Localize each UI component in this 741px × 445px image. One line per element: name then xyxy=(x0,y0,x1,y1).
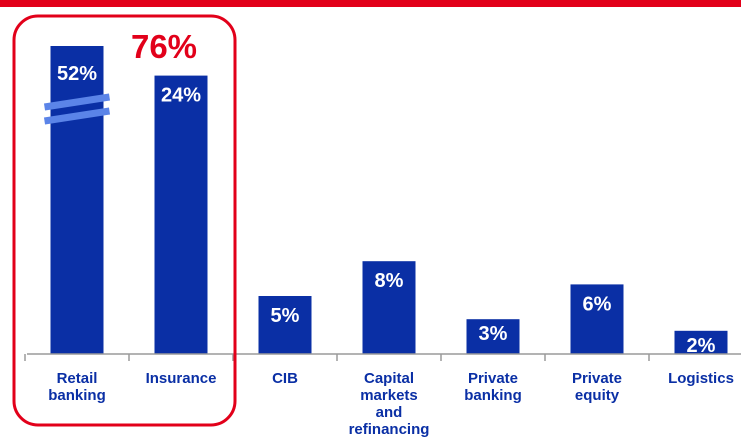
category-label-line: and xyxy=(376,404,403,421)
bar xyxy=(258,296,312,354)
top-accent-bar xyxy=(0,0,741,7)
category-label-line: Private xyxy=(572,370,622,387)
highlight-total-label: 76% xyxy=(131,28,197,65)
category-label: Logistics xyxy=(668,370,734,387)
category-label: Insurance xyxy=(146,370,217,387)
bar xyxy=(50,46,104,354)
category-label-line: banking xyxy=(48,387,106,404)
data-label: 2% xyxy=(687,335,716,357)
data-label: 3% xyxy=(479,323,508,345)
data-label: 6% xyxy=(583,293,612,315)
highlight-box xyxy=(12,14,237,427)
data-label: 5% xyxy=(271,305,300,327)
category-label: Private equity xyxy=(572,370,622,404)
bar xyxy=(466,319,520,354)
category-label: Capital markets and refinancing xyxy=(349,370,430,438)
bar xyxy=(154,75,208,354)
axis-break-mark xyxy=(43,93,111,111)
bar xyxy=(674,330,728,354)
bar xyxy=(570,284,624,354)
category-label-line: CIB xyxy=(272,370,298,387)
axis-break-mark xyxy=(43,107,111,125)
category-label: CIB xyxy=(272,370,298,387)
category-label-line: Retail xyxy=(57,370,98,387)
data-label: 8% xyxy=(375,270,404,292)
category-label-line: banking xyxy=(464,387,522,404)
category-label-line: markets xyxy=(360,387,418,404)
bar xyxy=(362,261,416,354)
category-label-line: Insurance xyxy=(146,370,217,387)
category-label-line: equity xyxy=(575,387,620,404)
category-label-line: Logistics xyxy=(668,370,734,387)
data-label: 24% xyxy=(161,85,201,107)
data-label: 52% xyxy=(57,63,97,85)
category-label-line: refinancing xyxy=(349,421,430,438)
category-label-line: Private xyxy=(468,370,518,387)
category-label-line: Capital xyxy=(364,370,414,387)
category-label: Private banking xyxy=(464,370,522,404)
category-label: Retail banking xyxy=(48,370,106,404)
